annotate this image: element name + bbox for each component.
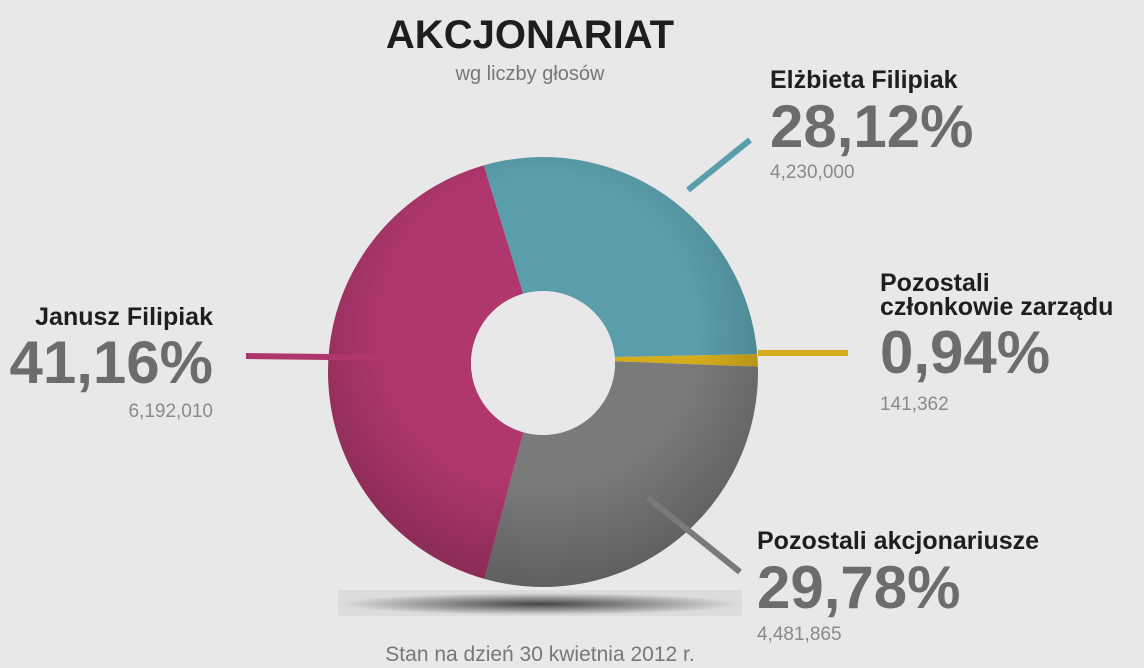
shadow [340, 593, 740, 615]
shares-label: 4,230,000 [770, 162, 855, 183]
chart-title: AKCJONARIAT [386, 13, 674, 57]
shares-label: 6,192,010 [128, 401, 213, 422]
leader-line [686, 137, 752, 193]
value-label: 41,16% [10, 329, 214, 396]
value-label: 0,94% [880, 319, 1050, 386]
donut-hole [471, 291, 615, 435]
value-label: 29,78% [757, 554, 961, 621]
shares-label: 141,362 [880, 394, 949, 415]
category-label: Pozostali akcjonariusze [757, 527, 1039, 555]
leader-line [245, 353, 421, 361]
value-label: 28,12% [770, 93, 974, 160]
shares-label: 4,481,865 [757, 624, 842, 645]
chart-subtitle: wg liczby głosów [455, 63, 606, 85]
category-label: Pozostali członkowie zarządu [880, 269, 1113, 321]
category-label: Elżbieta Filipiak [770, 66, 958, 94]
footnote: Stan na dzień 30 kwietnia 2012 r. [385, 643, 694, 666]
leader-line [646, 495, 742, 575]
category-label: Janusz Filipiak [35, 303, 213, 331]
